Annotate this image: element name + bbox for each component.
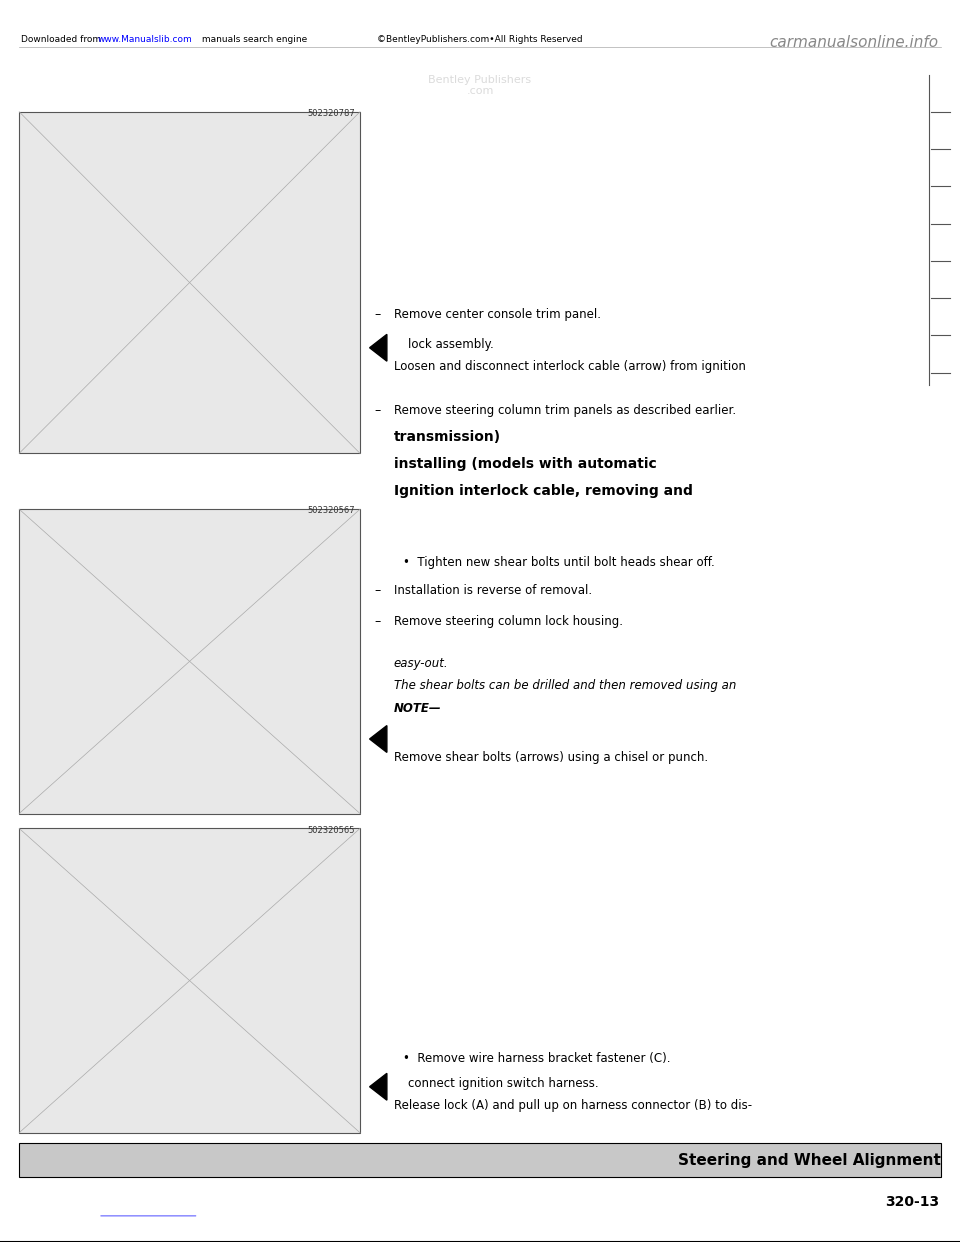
Text: •  Remove wire harness bracket fastener (C).: • Remove wire harness bracket fastener (…	[403, 1052, 671, 1064]
Text: transmission): transmission)	[394, 430, 501, 443]
Text: 502320567: 502320567	[307, 507, 355, 515]
Text: connect ignition switch harness.: connect ignition switch harness.	[408, 1077, 599, 1089]
Text: Release lock (A) and pull up on harness connector (B) to dis-: Release lock (A) and pull up on harness …	[394, 1099, 752, 1112]
Text: manuals search engine: manuals search engine	[199, 35, 307, 43]
Polygon shape	[370, 1073, 387, 1100]
Text: –: –	[374, 308, 381, 320]
Text: ©BentleyPublishers.com•All Rights Reserved: ©BentleyPublishers.com•All Rights Reserv…	[377, 35, 583, 43]
Text: –: –	[374, 615, 381, 627]
Bar	[19, 1143, 941, 1177]
Polygon shape	[370, 725, 387, 753]
Text: installing (models with automatic: installing (models with automatic	[394, 457, 657, 471]
Text: NOTE—: NOTE—	[394, 702, 442, 714]
Text: 502320787: 502320787	[307, 109, 355, 118]
Polygon shape	[370, 334, 387, 361]
Text: •  Tighten new shear bolts until bolt heads shear off.: • Tighten new shear bolts until bolt hea…	[403, 556, 715, 569]
Text: –: –	[374, 404, 381, 416]
Bar	[19, 509, 360, 814]
Text: Remove shear bolts (arrows) using a chisel or punch.: Remove shear bolts (arrows) using a chis…	[394, 751, 708, 764]
Text: Remove steering column trim panels as described earlier.: Remove steering column trim panels as de…	[394, 404, 735, 416]
Bar	[19, 828, 360, 1133]
Text: 502320565: 502320565	[308, 826, 355, 835]
Text: lock assembly.: lock assembly.	[408, 338, 493, 350]
Text: 320-13: 320-13	[885, 1195, 939, 1208]
Text: The shear bolts can be drilled and then removed using an: The shear bolts can be drilled and then …	[394, 679, 736, 692]
Text: Installation is reverse of removal.: Installation is reverse of removal.	[394, 584, 591, 596]
Text: –: –	[374, 584, 381, 596]
Text: www.Manualslib.com: www.Manualslib.com	[98, 35, 193, 43]
Text: Loosen and disconnect interlock cable (arrow) from ignition: Loosen and disconnect interlock cable (a…	[394, 360, 746, 373]
Text: Remove steering column lock housing.: Remove steering column lock housing.	[394, 615, 623, 627]
Text: easy-out.: easy-out.	[394, 657, 448, 669]
Text: Remove center console trim panel.: Remove center console trim panel.	[394, 308, 601, 320]
Bar	[19, 112, 360, 453]
Text: Steering and Wheel Alignment: Steering and Wheel Alignment	[678, 1153, 941, 1167]
Text: Ignition interlock cable, removing and: Ignition interlock cable, removing and	[394, 484, 692, 498]
Text: carmanualsonline.info: carmanualsonline.info	[770, 35, 939, 50]
Text: Bentley Publishers
.com: Bentley Publishers .com	[428, 75, 532, 96]
Text: Downloaded from: Downloaded from	[21, 35, 104, 43]
